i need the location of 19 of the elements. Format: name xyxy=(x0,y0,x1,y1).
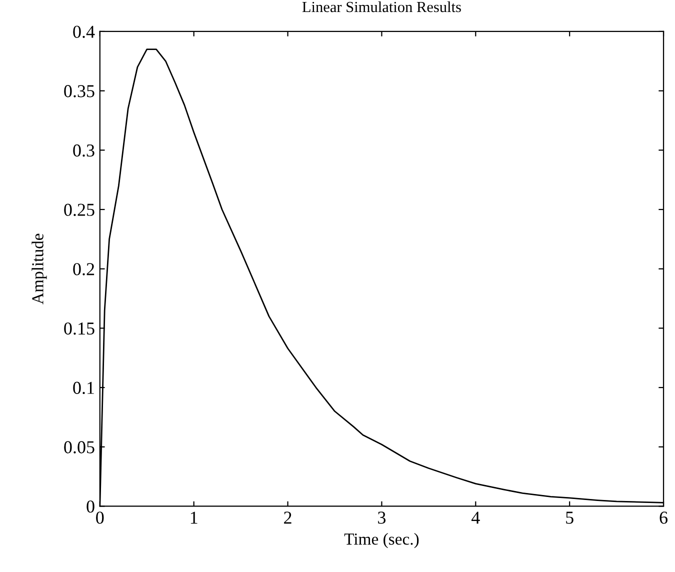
y-tick-label: 0.3 xyxy=(73,144,94,157)
x-axis-title: Time (sec.) xyxy=(344,533,419,548)
y-tick-label: 0.05 xyxy=(64,441,94,454)
y-tick-label: 0.35 xyxy=(64,85,94,98)
x-tick-label: 4 xyxy=(471,512,480,524)
x-tick-label: 6 xyxy=(660,512,668,524)
chart-title: Linear Simulation Results xyxy=(302,1,461,12)
y-tick-label: 0 xyxy=(86,500,94,513)
x-tick-label: 2 xyxy=(284,512,292,524)
x-tick-label: 1 xyxy=(190,512,198,524)
y-tick-label: 0.4 xyxy=(73,26,95,38)
y-tick-label: 0.15 xyxy=(64,322,94,335)
y-tick-label: 0.1 xyxy=(73,382,94,394)
y-tick-label: 0.2 xyxy=(73,263,94,276)
y-tick-label: 0.25 xyxy=(64,204,94,216)
x-tick-label: 0 xyxy=(96,512,104,524)
x-tick-label: 3 xyxy=(378,512,386,524)
y-axis-title: Amplitude xyxy=(32,234,47,304)
x-tick-label: 5 xyxy=(566,512,574,524)
